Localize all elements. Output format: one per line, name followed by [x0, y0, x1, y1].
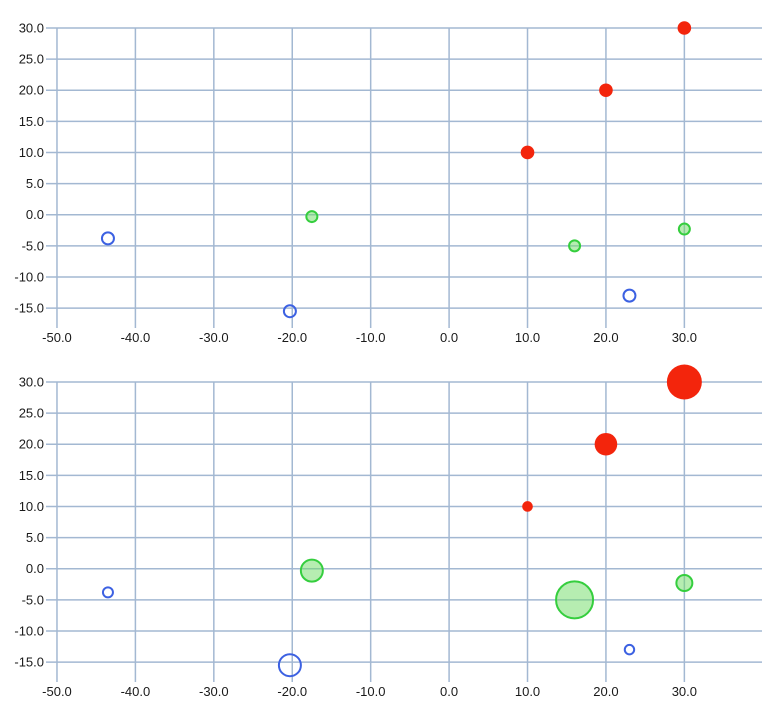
bubble-chart-bottom: 30.0 25.0 20.0 15.0 10.0 5.0 0.0 -5.0 -10.0 -15.0… [0, 354, 768, 709]
data-point-blue [101, 586, 114, 599]
bubble-chart-top-svg: 30.0 25.0 20.0 15.0 10.0 5.0 0.0 -5.0 -10.0 -15.0… [14, 21, 762, 345]
y-axis-tick-label: 5.0 [26, 530, 44, 545]
x-axis-tick-label: -10.0 [356, 684, 386, 699]
x-axis-tick-label: 0.0 [440, 684, 458, 699]
y-axis-tick-label: -15.0 [14, 301, 44, 316]
y-axis-tick-label: -15.0 [14, 655, 44, 670]
y-axis-tick-label: 0.0 [26, 207, 44, 222]
x-axis-tick-label: 30.0 [672, 330, 697, 345]
x-axis-tick-label: -20.0 [277, 330, 307, 345]
data-point-green [555, 580, 595, 620]
y-axis-tick-label: -5.0 [22, 592, 44, 607]
data-point-blue [100, 231, 115, 246]
data-point-blue [277, 653, 302, 678]
y-axis-tick-label: 0.0 [26, 561, 44, 576]
x-axis-tick-label: -20.0 [277, 684, 307, 699]
y-axis-tick-label: 25.0 [19, 52, 44, 67]
y-axis-tick-label: 10.0 [19, 145, 44, 160]
y-axis-tick-label: -10.0 [14, 623, 44, 638]
data-point-green [568, 239, 582, 253]
x-axis-tick-label: -50.0 [42, 684, 72, 699]
y-axis-tick-label: 5.0 [26, 176, 44, 191]
x-axis-tick-label: 10.0 [515, 684, 540, 699]
y-axis-tick-label: 15.0 [19, 468, 44, 483]
data-point-green [305, 210, 319, 224]
x-axis-tick-label: 10.0 [515, 330, 540, 345]
y-axis-tick-label: 10.0 [19, 499, 44, 514]
y-axis-tick-label: 25.0 [19, 406, 44, 421]
y-axis-tick-label: 20.0 [19, 83, 44, 98]
data-point-blue [282, 304, 297, 319]
x-axis-tick-label: 20.0 [593, 684, 618, 699]
data-point-blue [623, 643, 636, 656]
data-point-red [677, 21, 692, 35]
data-point-red [594, 432, 618, 456]
data-point-red [520, 145, 535, 160]
x-axis-tick-label: -40.0 [121, 330, 151, 345]
data-point-green [675, 574, 694, 593]
y-axis-tick-label: 30.0 [19, 375, 44, 390]
data-point-red [522, 501, 533, 512]
x-axis-tick-label: -40.0 [121, 684, 151, 699]
data-point-green [299, 558, 324, 583]
data-point-green [677, 222, 691, 236]
x-axis-tick-label: -50.0 [42, 330, 72, 345]
x-axis-tick-label: 20.0 [593, 330, 618, 345]
x-axis-tick-label: 0.0 [440, 330, 458, 345]
y-axis-tick-label: -5.0 [22, 238, 44, 253]
data-point-blue [622, 288, 637, 303]
y-axis-tick-label: 15.0 [19, 114, 44, 129]
x-axis-tick-label: -30.0 [199, 330, 229, 345]
x-axis-tick-label: 30.0 [672, 684, 697, 699]
data-point-red [666, 364, 702, 400]
bubble-chart-top: 30.0 25.0 20.0 15.0 10.0 5.0 0.0 -5.0 -10.0 -15.0… [0, 0, 768, 354]
bubble-chart-bottom-svg: 30.0 25.0 20.0 15.0 10.0 5.0 0.0 -5.0 -10.0 -15.0… [14, 364, 762, 699]
x-axis-tick-label: -30.0 [199, 684, 229, 699]
y-axis-tick-label: 20.0 [19, 437, 44, 452]
y-axis-tick-label: -10.0 [14, 269, 44, 284]
data-point-red [599, 83, 613, 98]
y-axis-tick-label: 30.0 [19, 21, 44, 36]
x-axis-tick-label: -10.0 [356, 330, 386, 345]
